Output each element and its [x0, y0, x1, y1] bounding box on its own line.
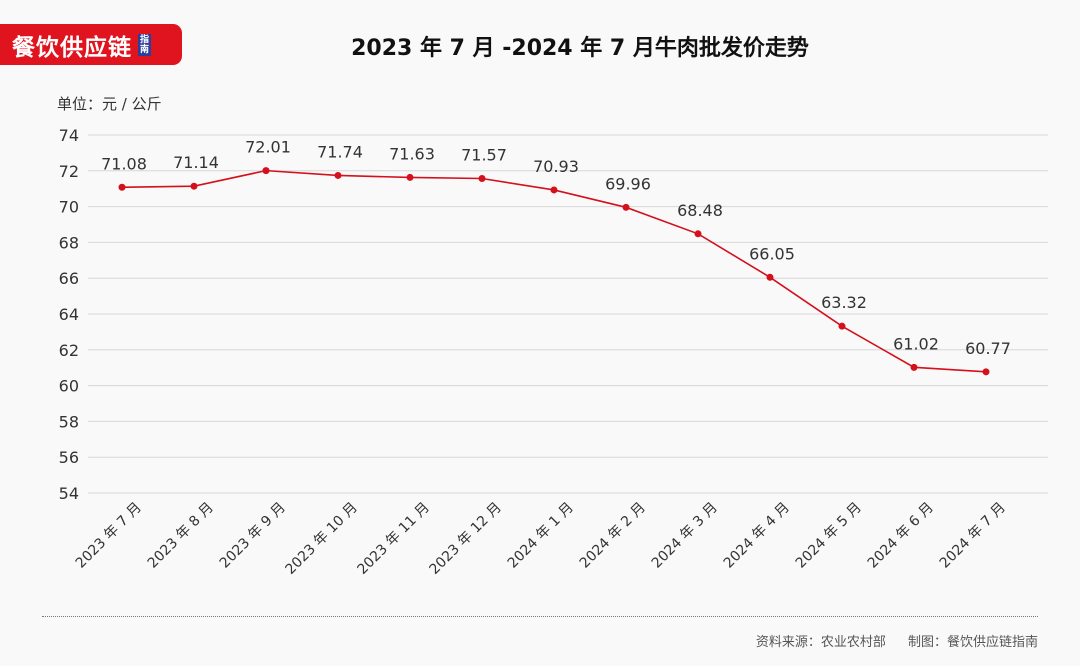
y-tick-label: 60	[59, 377, 79, 396]
y-tick-label: 74	[59, 126, 79, 145]
credit-note: 制图：餐饮供应链指南	[907, 635, 1038, 650]
y-tick-label: 70	[59, 198, 79, 217]
data-point	[694, 230, 702, 238]
data-point	[622, 203, 630, 211]
logo-badge: 指南	[138, 33, 151, 56]
logo-text: 餐饮供应链	[12, 34, 132, 61]
unit-label: 单位：元 / 公斤	[57, 95, 162, 113]
data-points	[118, 167, 990, 376]
x-tick-label: 2023 年 10 月	[282, 500, 360, 578]
y-tick-label: 72	[59, 162, 79, 181]
data-point	[478, 174, 486, 182]
brand-logo: 餐饮供应链 指南	[0, 24, 182, 65]
data-label: 71.74	[317, 142, 363, 161]
y-tick-label: 54	[59, 484, 79, 503]
x-tick-label: 2023 年 8 月	[145, 500, 217, 572]
x-tick-label: 2023 年 7 月	[73, 500, 145, 572]
source-note: 资料来源：农业农村部	[755, 635, 886, 650]
y-tick-label: 66	[59, 269, 79, 288]
y-axis-ticks: 54 56 58 60 62 64 66 68 70 72 74	[59, 126, 79, 503]
y-tick-label: 62	[59, 341, 79, 360]
footer: 资料来源：农业农村部 制图：餐饮供应链指南	[738, 631, 1038, 650]
data-point	[262, 167, 270, 175]
x-tick-label: 2024 年 6 月	[865, 500, 937, 572]
data-label: 66.05	[749, 244, 795, 263]
data-point	[118, 183, 126, 191]
data-point	[334, 171, 342, 179]
x-tick-label: 2024 年 1 月	[505, 500, 577, 572]
x-tick-label: 2024 年 2 月	[577, 500, 649, 572]
data-point	[838, 322, 846, 330]
data-label: 60.77	[965, 339, 1011, 358]
data-label: 71.57	[461, 145, 507, 164]
x-tick-label: 2023 年 9 月	[217, 500, 289, 572]
data-label: 61.02	[893, 334, 939, 353]
data-point	[982, 368, 990, 376]
x-tick-label: 2024 年 7 月	[937, 500, 1009, 572]
data-label: 71.63	[389, 144, 435, 163]
price-line	[121, 169, 987, 373]
y-tick-label: 56	[59, 448, 79, 467]
data-label: 71.14	[173, 153, 219, 172]
data-point	[766, 273, 774, 281]
footer-divider	[42, 616, 1038, 617]
data-label: 72.01	[245, 138, 291, 157]
data-point	[550, 186, 558, 194]
data-labels: 71.08 71.14 72.01 71.74 71.63 71.57 70.93 69.96…	[101, 138, 1011, 358]
data-point	[190, 182, 198, 190]
data-label: 69.96	[605, 174, 651, 193]
y-tick-label: 58	[59, 412, 79, 431]
x-tick-label: 2023 年 12 月	[426, 500, 504, 578]
y-tick-label: 68	[59, 233, 79, 252]
x-tick-label: 2024 年 5 月	[793, 500, 865, 572]
data-label: 68.48	[677, 201, 723, 220]
data-label: 70.93	[533, 157, 579, 176]
x-tick-label: 2024 年 4 月	[721, 500, 793, 572]
data-point	[910, 363, 918, 371]
data-label: 71.08	[101, 154, 147, 173]
y-tick-label: 64	[59, 305, 79, 324]
gridlines	[88, 134, 1048, 494]
data-point	[406, 173, 414, 181]
x-tick-label: 2023 年 11 月	[354, 500, 432, 578]
data-label: 63.32	[821, 293, 867, 312]
x-tick-label: 2024 年 3 月	[649, 500, 721, 572]
chart-title: 2023 年 7 月 -2024 年 7 月牛肉批发价走势	[351, 36, 809, 61]
